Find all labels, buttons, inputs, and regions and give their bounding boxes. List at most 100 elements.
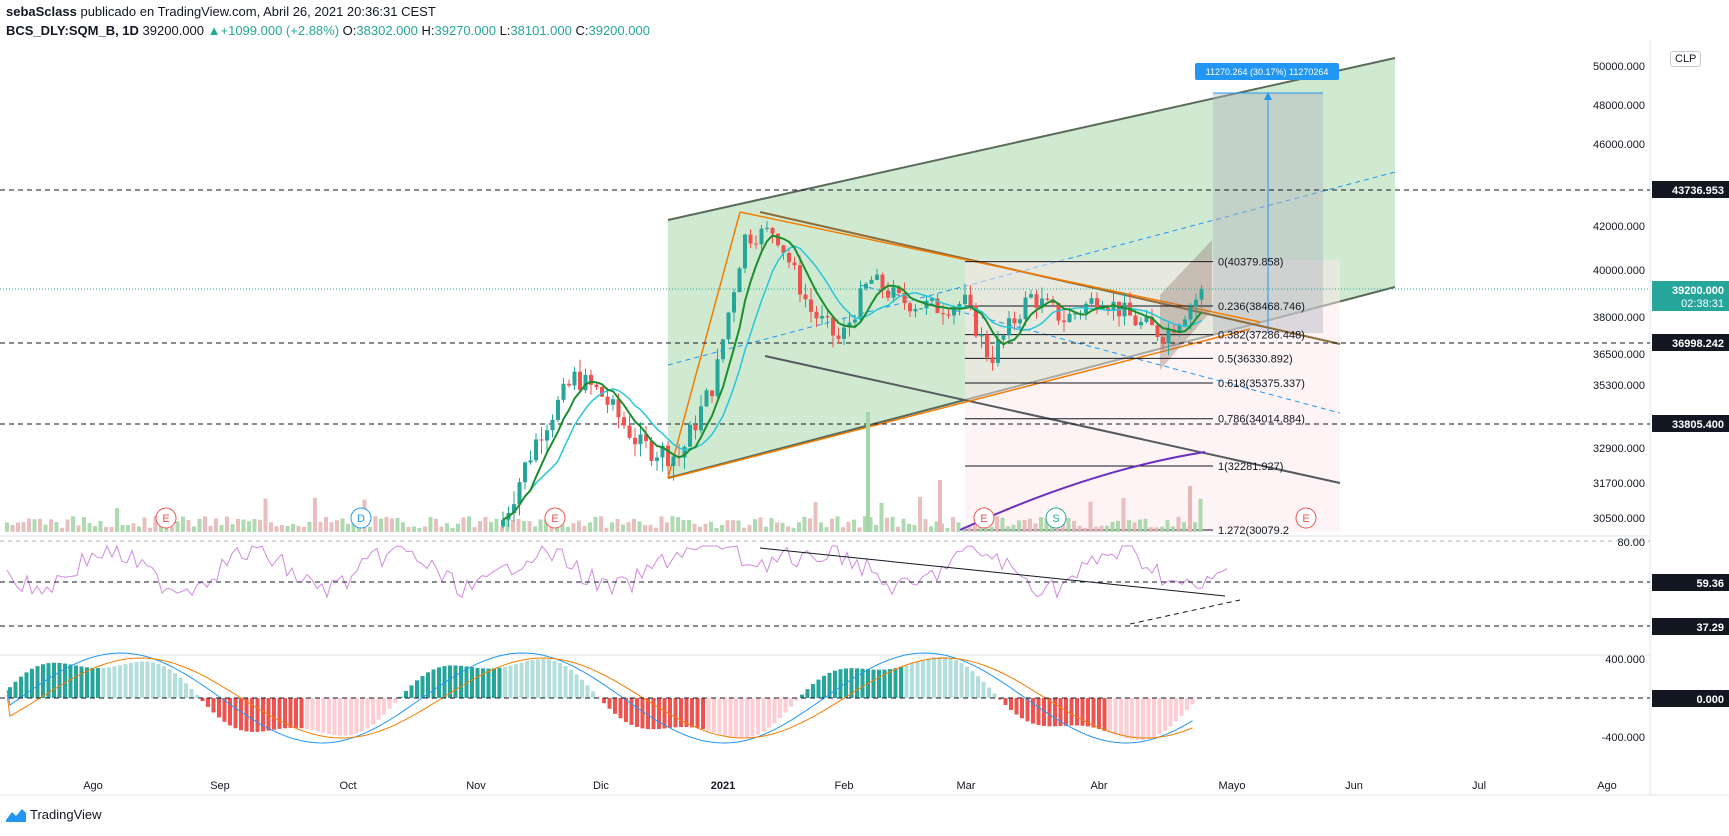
macd-bar	[261, 698, 265, 732]
volume-bar	[236, 518, 240, 532]
volume-bar	[351, 518, 356, 532]
macd-bar	[459, 665, 463, 698]
macd-histogram[interactable]	[8, 656, 1195, 741]
volume-bar	[753, 519, 757, 532]
macd-bar	[8, 687, 12, 698]
macd-bar	[910, 663, 914, 698]
macd-bar	[349, 698, 353, 736]
candle-body	[880, 274, 885, 291]
volume-bar	[1044, 518, 1049, 532]
ma-green-line[interactable]	[502, 234, 1203, 521]
macd-bar	[646, 698, 650, 730]
orange-support-line[interactable]	[669, 328, 1251, 479]
candle-body	[1100, 308, 1105, 310]
symbol-label[interactable]: BCS_DLY:SQM_B, 1D	[6, 23, 139, 38]
open-value: 38302.000	[356, 23, 418, 38]
volume-bar	[10, 524, 15, 532]
flag-triangle[interactable]	[1160, 240, 1212, 370]
candles[interactable]	[501, 221, 1204, 529]
volume-bar	[82, 517, 86, 532]
macd-bar	[316, 698, 320, 732]
rsi-trendline[interactable]	[759, 547, 1226, 597]
candle-body	[1194, 299, 1198, 307]
volume-bar	[912, 524, 917, 532]
macd-bar	[547, 659, 551, 698]
volume-bar	[93, 525, 97, 532]
macd-bar	[101, 667, 106, 698]
tradingview-brand[interactable]: TradingView	[6, 807, 102, 822]
time-tick-label: Ago	[1597, 780, 1617, 792]
macd-bar	[860, 668, 865, 698]
macd-bar	[239, 698, 243, 731]
price-tick-label: 42000.000	[1593, 221, 1645, 233]
orange-impulse-line[interactable]	[667, 211, 741, 479]
candle-body	[737, 268, 742, 293]
macd-bar	[673, 698, 678, 728]
macd-bar	[750, 698, 755, 737]
candle-body	[853, 319, 857, 323]
macd-bar	[624, 698, 628, 722]
candle-body	[611, 399, 615, 405]
volume-bar	[923, 519, 928, 532]
time-tick-label: Mayo	[1219, 780, 1246, 792]
candle-body	[622, 417, 626, 426]
macd-bar	[79, 666, 84, 698]
candle-body	[1144, 317, 1149, 322]
volume-bar	[1006, 526, 1010, 532]
candle-body	[704, 390, 709, 407]
price-tick-label: 46000.000	[1593, 139, 1645, 151]
rsi-support-dashed[interactable]	[1129, 599, 1241, 625]
macd-bar	[118, 665, 122, 698]
volume-bar	[32, 519, 37, 532]
macd-bar	[1152, 698, 1156, 738]
candle-body	[1155, 325, 1160, 337]
countdown-text: 02:38:31	[1681, 298, 1724, 310]
volume-bar	[824, 527, 829, 532]
macd-bar	[426, 672, 430, 698]
candle-body	[1062, 320, 1066, 323]
candle-body	[748, 234, 753, 244]
ma-cyan-line[interactable]	[502, 245, 1202, 521]
volume-bar	[632, 518, 636, 532]
volume-bar	[846, 521, 851, 532]
wedge-lower-line[interactable]	[764, 355, 1341, 484]
channel-upper-line[interactable]	[667, 57, 1396, 221]
orange-resistance-line[interactable]	[739, 211, 1261, 323]
rsi-line[interactable]	[6, 544, 1228, 599]
macd-bar	[217, 698, 221, 718]
candle-body	[1150, 317, 1154, 326]
macd-bar	[371, 698, 375, 725]
volume-bar	[1022, 520, 1027, 532]
candle-body	[930, 298, 934, 301]
volume-bar	[65, 519, 70, 532]
macd-line[interactable]	[6, 652, 1193, 744]
macd-bar	[838, 669, 843, 698]
candle-body	[1106, 308, 1110, 311]
volume-bar	[967, 525, 972, 532]
macd-bar	[398, 696, 403, 698]
fib-retracement[interactable]: 0(40379.858) 0.236(38468.746) 0.382(37286.…	[965, 257, 1305, 537]
volume-bar	[1121, 498, 1126, 532]
volume-bar	[230, 524, 235, 532]
measure-label: 11270.264 (30.17%) 11270264	[1206, 67, 1329, 77]
macd-bar	[74, 665, 78, 698]
volume-bar	[676, 517, 680, 532]
macd-bar	[63, 663, 67, 698]
candle-body	[501, 519, 505, 527]
event-marker-label: E	[162, 513, 169, 525]
open-label: O:	[342, 23, 357, 38]
macd-bar	[1069, 698, 1074, 726]
candle-body	[1199, 289, 1204, 300]
candle-body	[682, 446, 687, 458]
time-axis[interactable]: Ago Sep Oct Nov Dic 2021 Feb Mar Abr Mayo Jun Jul Ag…	[83, 780, 1617, 792]
price-axis[interactable]: 50000.000 48000.000 46000.000 42000.000 4000…	[1593, 61, 1645, 525]
currency-badge[interactable]: CLP	[1670, 51, 1702, 67]
level-tag-36998	[1652, 334, 1729, 351]
volume-bar	[1160, 526, 1164, 532]
macd-signal-line[interactable]	[6, 657, 1193, 739]
volume-bar	[857, 527, 862, 532]
author-name[interactable]: sebaSclass	[6, 4, 77, 19]
volume-bar	[637, 521, 642, 532]
